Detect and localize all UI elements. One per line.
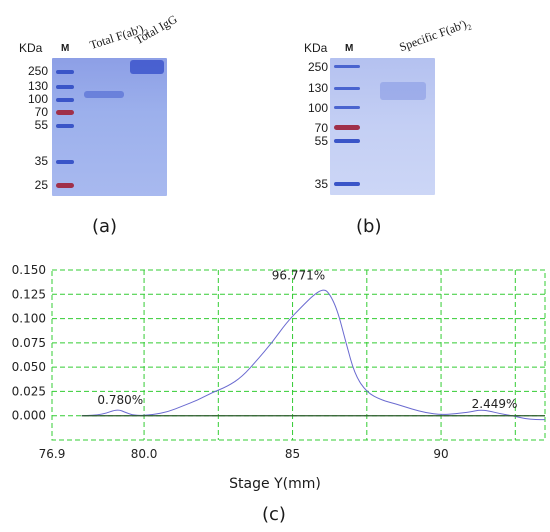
mw-55-b: 55 <box>314 134 328 148</box>
axis-layer: 0.150 0.125 0.100 0.075 0.050 0.025 0.000 76.9 8… <box>12 263 449 461</box>
band-a-fab <box>84 91 124 98</box>
x-tick-label: 76.9 <box>39 447 66 461</box>
band-b-250 <box>334 65 360 68</box>
plot-frame <box>51 269 546 441</box>
x-tick-label: 85 <box>285 447 300 461</box>
y-tick-label: 0.000 <box>12 409 46 423</box>
band-a-igg <box>130 60 164 74</box>
mw-35-b: 35 <box>314 177 328 191</box>
y-tick-label: 0.150 <box>12 263 46 277</box>
series-line-signal <box>81 289 545 421</box>
band-a-55 <box>56 124 74 128</box>
chromatogram-chart: 0.150 0.125 0.100 0.075 0.050 0.025 0.000 76.9 8… <box>12 263 546 461</box>
band-a-100 <box>56 98 74 102</box>
lane-marker-label-b: M <box>345 43 354 54</box>
mw-100-b: 100 <box>307 101 328 115</box>
caption-a: (a) <box>92 216 118 237</box>
band-b-35 <box>334 182 360 186</box>
peak-annotation: 96.771% <box>272 269 325 283</box>
mw-55-a: 55 <box>34 118 48 132</box>
mw-35-a: 35 <box>34 154 48 168</box>
band-a-25 <box>56 183 74 188</box>
y-tick-label: 0.025 <box>12 384 46 398</box>
x-axis-label: Stage Y(mm) <box>229 476 321 492</box>
mw-130-a: 130 <box>27 79 48 93</box>
band-b-55 <box>334 139 360 143</box>
caption-b: (b) <box>356 216 382 237</box>
panel-c: 0.150 0.125 0.100 0.075 0.050 0.025 0.000 76.9 8… <box>0 260 550 532</box>
y-tick-label: 0.125 <box>12 287 46 301</box>
band-a-130 <box>56 85 74 89</box>
band-b-fab <box>380 82 426 100</box>
band-a-250 <box>56 70 74 74</box>
kda-label-a: KDa <box>19 41 43 55</box>
mw-250-a: 250 <box>27 64 48 78</box>
panel-a: KDa M Total F(ab')2 Total IgG 250 130 10… <box>0 0 260 250</box>
x-tick-label: 80.0 <box>131 447 158 461</box>
band-b-70 <box>334 125 360 130</box>
x-tick-label: 90 <box>433 447 448 461</box>
mw-70-a: 70 <box>34 105 48 119</box>
peak-annotation: 0.780% <box>97 393 143 407</box>
mw-130-b: 130 <box>307 81 328 95</box>
lane2-label-a: Total IgG <box>132 11 180 48</box>
label-layer: 0.780% 96.771% 2.449% <box>97 269 517 411</box>
peak-annotation: 2.449% <box>472 397 518 411</box>
grid-layer <box>51 269 546 441</box>
lane1-label-b: Specific F(ab')2 <box>397 16 473 55</box>
band-a-70 <box>56 110 74 115</box>
caption-c: (c) <box>262 504 286 525</box>
band-a-35 <box>56 160 74 164</box>
mw-100-a: 100 <box>27 92 48 106</box>
mw-70-b: 70 <box>314 121 328 135</box>
mw-25-a: 25 <box>34 178 48 192</box>
y-tick-label: 0.050 <box>12 360 46 374</box>
series-layer <box>81 289 545 421</box>
panel-b: KDa M Specific F(ab')2 250 130 100 70 55… <box>280 0 550 250</box>
lane-marker-label-a: M <box>61 43 70 54</box>
band-b-130 <box>334 87 360 90</box>
y-tick-label: 0.100 <box>12 312 46 326</box>
y-tick-label: 0.075 <box>12 336 46 350</box>
band-b-100 <box>334 106 360 109</box>
mw-250-b: 250 <box>307 60 328 74</box>
kda-label-b: KDa <box>304 41 328 55</box>
